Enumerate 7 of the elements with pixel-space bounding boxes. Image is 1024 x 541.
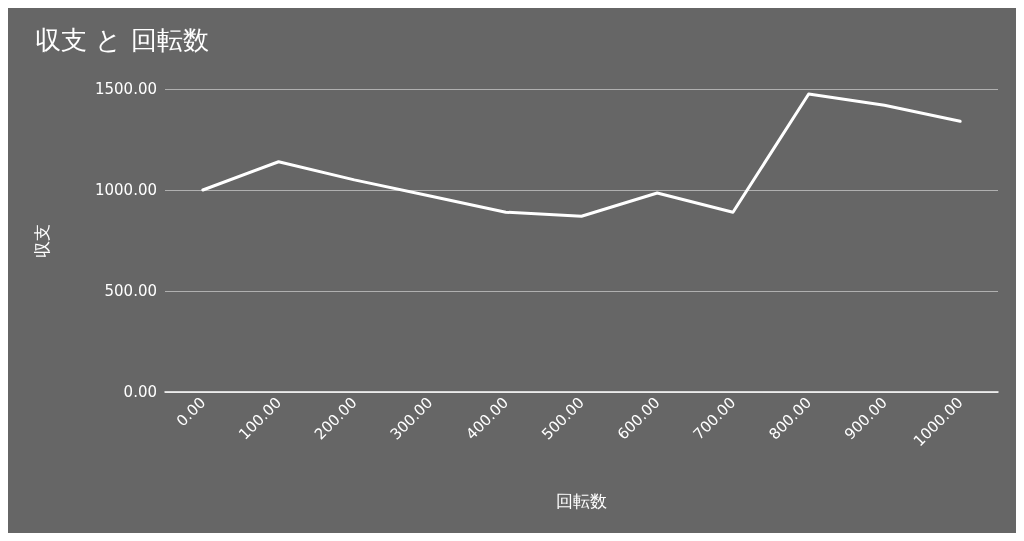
x-axis-title: 回転数 [556,490,607,511]
chart-title: 収支 と 回転数 [35,25,209,55]
y-tick-label: 500.00 [104,282,157,300]
y-tick-label: 1000.00 [94,181,157,199]
line-series [201,92,962,218]
y-tick-label: 1500.00 [94,80,157,98]
y-axis-title: 収支 [31,223,52,258]
